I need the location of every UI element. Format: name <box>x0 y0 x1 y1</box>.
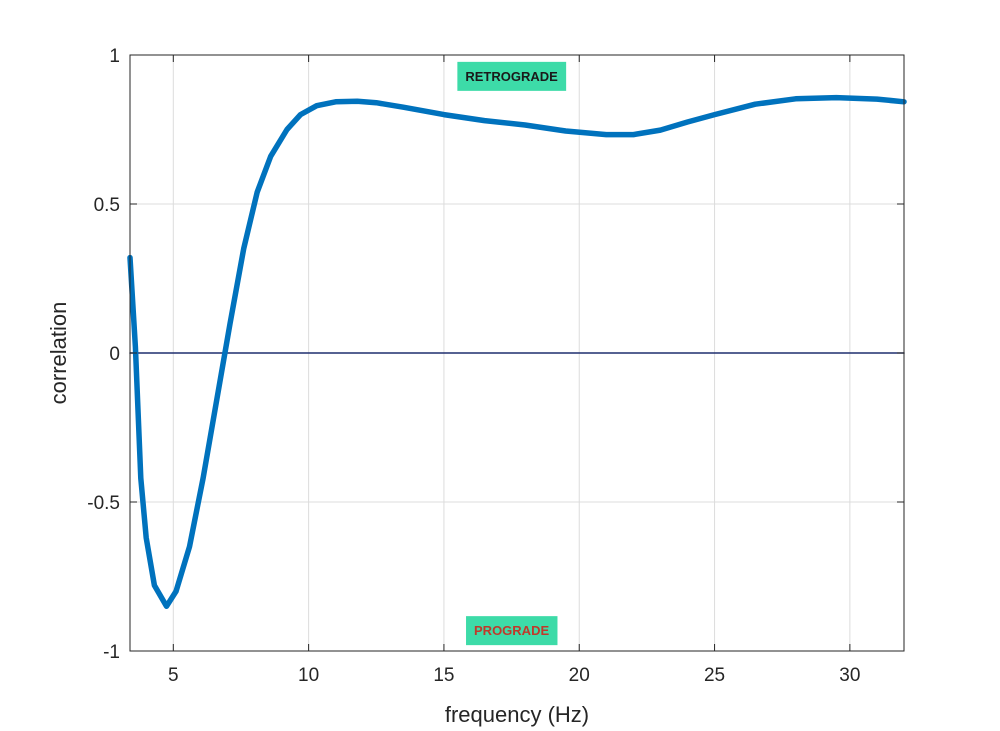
x-tick-label: 30 <box>839 665 860 686</box>
y-tick-label: 1 <box>109 46 120 67</box>
annotations: RETROGRADE PROGRADE <box>457 61 567 646</box>
ticks: 5 10 15 20 25 30 -1 -0.5 0 0.5 1 <box>87 46 904 686</box>
annotation-box <box>466 616 558 646</box>
y-tick-label: 0.5 <box>94 195 120 216</box>
annotation-box <box>457 61 567 91</box>
x-axis-label: frequency (Hz) <box>445 702 589 727</box>
annotation: RETROGRADE <box>457 61 567 91</box>
y-tick-label: 0 <box>109 344 120 365</box>
x-tick-label: 10 <box>298 665 319 686</box>
y-tick-label: -0.5 <box>87 493 120 514</box>
annotation: PROGRADE <box>466 616 558 646</box>
annotation-text: PROGRADE <box>474 623 549 638</box>
x-tick-label: 5 <box>168 665 179 686</box>
y-axis-label: correlation <box>46 302 71 405</box>
annotation-text: RETROGRADE <box>465 69 558 84</box>
x-tick-label: 20 <box>569 665 590 686</box>
x-tick-label: 25 <box>704 665 725 686</box>
x-tick-label: 15 <box>433 665 454 686</box>
correlation-line <box>127 94 907 610</box>
y-tick-label: -1 <box>103 642 120 663</box>
series-layer <box>127 94 907 610</box>
